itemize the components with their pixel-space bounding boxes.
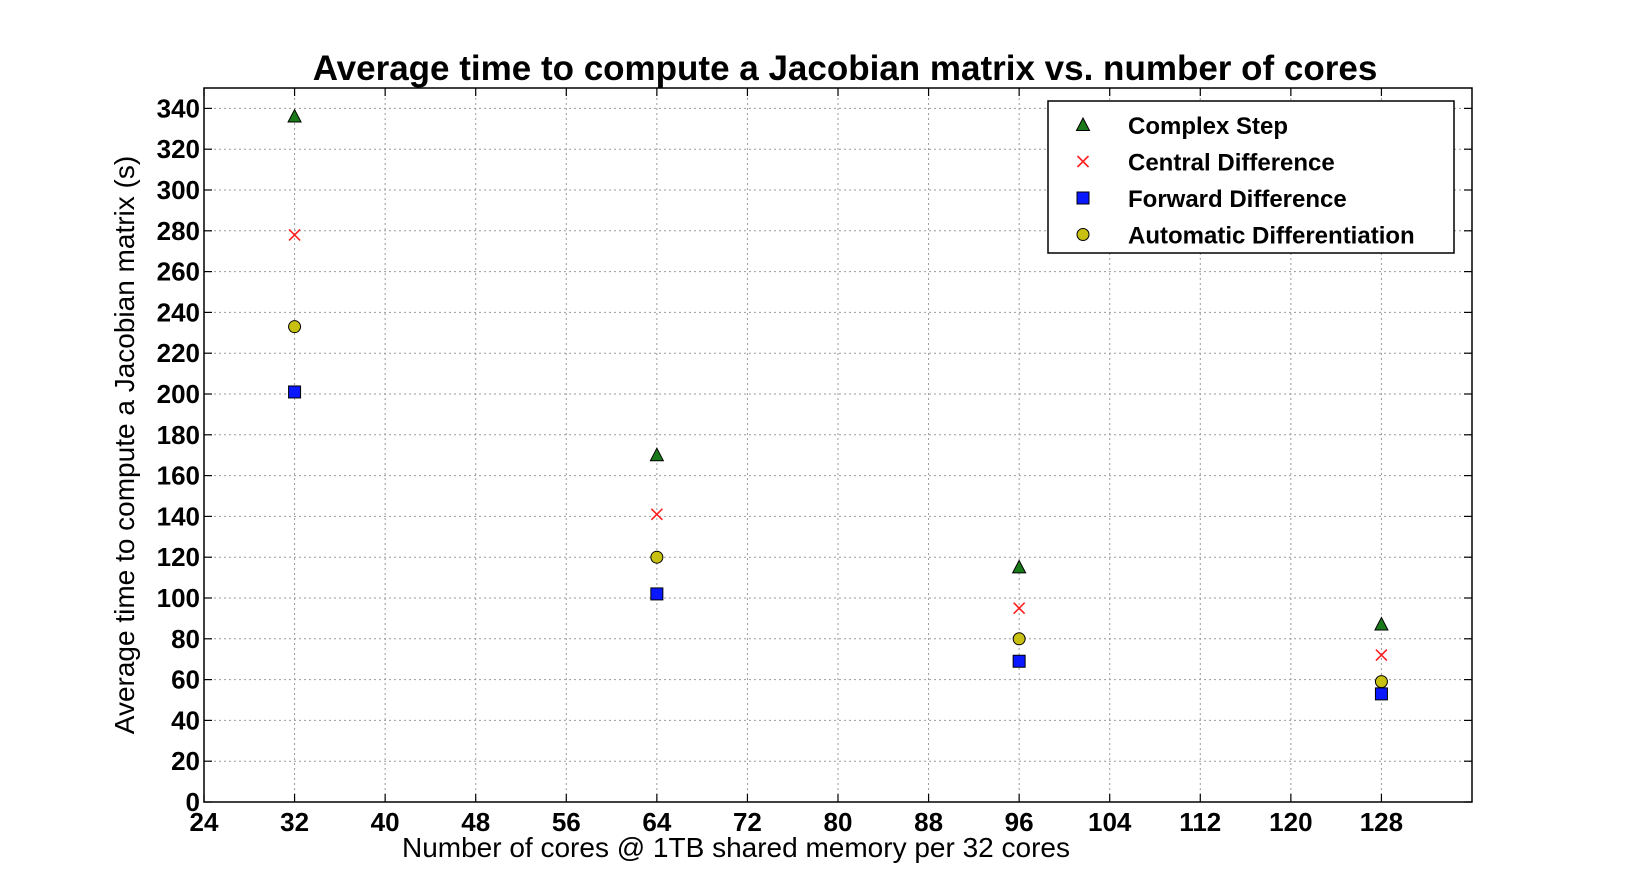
y-tick-label: 60 xyxy=(171,665,200,695)
x-tick-labels: 24 32 40 48 56 64 72 80 88 96 104 112 120 128 xyxy=(190,807,1404,837)
data-point xyxy=(1012,654,1026,668)
data-point xyxy=(288,320,302,334)
legend: Complex Step Central Difference Forward Di… xyxy=(1047,100,1455,254)
y-tick-label: 120 xyxy=(157,542,200,572)
y-tick-label: 320 xyxy=(157,134,200,164)
legend-entry: Central Difference xyxy=(1128,150,1335,177)
data-point xyxy=(288,228,301,241)
data-point xyxy=(650,508,663,521)
data-point xyxy=(1374,687,1388,701)
x-tick-label: 88 xyxy=(914,807,943,837)
legend-marker xyxy=(1076,155,1090,168)
x-tick-label: 48 xyxy=(461,807,490,837)
x-tick-label: 56 xyxy=(552,807,581,837)
x-tick-label: 40 xyxy=(371,807,400,837)
y-tick-label: 100 xyxy=(157,583,200,613)
x-tick-label: 96 xyxy=(1005,807,1034,837)
legend-entry: Automatic Differentiation xyxy=(1128,223,1415,250)
y-tick-label: 340 xyxy=(157,93,200,123)
plot-frame xyxy=(203,87,1473,803)
y-tick-label: 160 xyxy=(157,461,200,491)
legend-entry: Forward Difference xyxy=(1128,186,1347,213)
x-tick-label: 112 xyxy=(1179,807,1221,837)
y-tick-label: 180 xyxy=(157,420,200,450)
y-tick-label: 80 xyxy=(171,624,200,654)
y-tick-label: 140 xyxy=(157,501,200,531)
x-tick-label: 64 xyxy=(642,807,671,837)
data-point xyxy=(288,385,302,399)
data-point xyxy=(287,108,302,123)
series-1 xyxy=(288,228,1388,662)
x-tick-label: 72 xyxy=(733,807,762,837)
x-tick-label: 80 xyxy=(824,807,853,837)
legend-marker xyxy=(1076,228,1090,241)
data-point xyxy=(650,587,664,601)
chart-title: Average time to compute a Jacobian matri… xyxy=(313,49,1378,88)
data-point xyxy=(1374,675,1388,689)
y-tick-label: 200 xyxy=(157,379,200,409)
y-tick-label: 280 xyxy=(157,216,200,246)
data-points xyxy=(287,108,1389,701)
series-0 xyxy=(287,108,1389,631)
y-tick-label: 40 xyxy=(171,705,200,735)
y-tick-label: 20 xyxy=(171,746,200,776)
x-tick-label: 120 xyxy=(1269,807,1312,837)
series-3 xyxy=(288,320,1388,689)
y-tick-label: 240 xyxy=(157,297,200,327)
data-point xyxy=(1374,616,1389,631)
legend-entry: Complex Step xyxy=(1128,113,1288,140)
x-tick-label: 24 xyxy=(190,807,219,837)
data-point xyxy=(1375,649,1388,662)
data-point xyxy=(650,550,664,564)
legend-box xyxy=(1047,100,1455,254)
series-2 xyxy=(288,385,1388,701)
y-tick-label: 0 xyxy=(186,787,200,817)
data-point xyxy=(1013,602,1026,615)
y-axis-label: Average time to compute a Jacobian matri… xyxy=(109,156,140,734)
axis-ticks xyxy=(203,88,1472,803)
legend-marker xyxy=(1076,191,1090,205)
legend-marker xyxy=(1075,116,1091,131)
data-point xyxy=(1011,559,1027,574)
y-tick-labels: 0 20 40 60 80 100 120 140 160 180 200 220 240 260 280 3… xyxy=(157,93,200,817)
y-tick-label: 260 xyxy=(157,257,200,287)
x-tick-label: 104 xyxy=(1088,807,1132,837)
data-point xyxy=(1012,632,1026,646)
y-tick-label: 300 xyxy=(157,175,200,205)
x-axis-label: Number of cores @ 1TB shared memory per … xyxy=(402,832,1070,863)
y-tick-label: 220 xyxy=(157,338,200,368)
data-point xyxy=(649,447,665,462)
x-tick-label: 128 xyxy=(1360,807,1403,837)
grid-lines xyxy=(204,88,1472,802)
x-tick-label: 32 xyxy=(280,807,309,837)
